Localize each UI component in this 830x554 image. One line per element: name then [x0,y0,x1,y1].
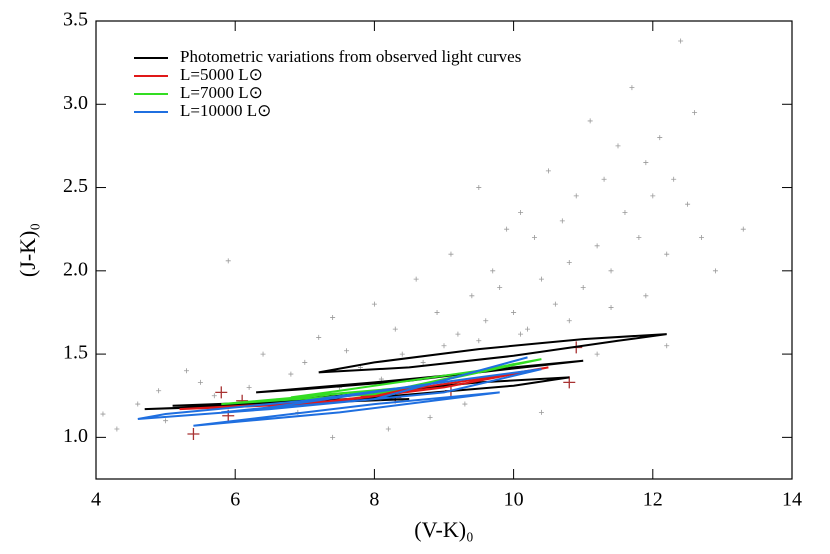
point [225,258,231,264]
point [476,185,482,191]
point [671,176,677,182]
point [288,371,294,377]
x-tick-label: 6 [230,489,240,511]
point [608,268,614,274]
point [608,304,614,310]
point [664,251,670,257]
point [302,359,308,365]
legend-label: Photometric variations from observed lig… [180,47,521,66]
y-axis-label: (J-K)₀ [15,223,40,277]
point [427,414,433,420]
point [580,284,586,290]
loop-line [137,356,542,427]
point [260,351,266,357]
point [518,331,524,337]
point [211,393,217,399]
point [657,135,663,141]
point [566,259,572,265]
plot-frame [95,20,793,480]
point [685,201,691,207]
point [531,235,537,241]
point [448,251,454,257]
point [100,411,106,417]
point [490,268,496,274]
point [215,386,228,399]
point [183,368,189,374]
point [476,338,482,344]
point [538,409,544,415]
point [392,326,398,332]
point [371,301,377,307]
point [385,426,391,432]
point [692,110,698,116]
y-tick-label: 3.5 [63,9,88,31]
point [399,351,405,357]
y-tick-label: 2.5 [63,175,88,197]
point [462,401,468,407]
point [629,85,635,91]
point [518,210,524,216]
point [420,359,426,365]
x-tick-label: 12 [643,489,663,511]
point [187,428,200,441]
point [441,343,447,349]
legend-label: L=7000 L⊙ [180,83,263,102]
y-tick-label: 3.0 [63,92,88,114]
point [545,168,551,174]
point [740,226,746,232]
point [156,388,162,394]
point [566,318,572,324]
point [643,293,649,299]
point [636,235,642,241]
point [552,301,558,307]
x-tick-label: 8 [369,489,379,511]
point [538,276,544,282]
point [678,38,684,44]
point [615,143,621,149]
point [114,426,120,432]
point [344,348,350,354]
point [525,326,531,332]
point [469,293,475,299]
point [650,193,656,199]
point [601,176,607,182]
point [330,434,336,440]
point [330,314,336,320]
x-tick-label: 14 [782,489,802,511]
legend: Photometric variations from observed lig… [134,47,521,120]
x-tick-label: 10 [504,489,524,511]
point [497,284,503,290]
point [573,193,579,199]
point [712,268,718,274]
x-tick-label: 4 [91,489,101,511]
point [594,351,600,357]
point [594,243,600,249]
point [316,334,322,340]
legend-label: L=10000 L⊙ [180,101,271,120]
point [622,210,628,216]
point [587,118,593,124]
point [246,384,252,390]
point [163,418,169,424]
point [643,160,649,166]
x-axis-label: (V-K)₀ [414,517,473,542]
loop-line [144,333,667,411]
point [511,309,517,315]
point [483,318,489,324]
point [413,276,419,282]
y-tick-label: 1.5 [63,342,88,364]
y-tick-label: 1.0 [63,425,88,447]
point [664,343,670,349]
legend-label: L=5000 L⊙ [180,65,263,84]
point [434,309,440,315]
point [197,379,203,385]
point [135,401,141,407]
point [699,235,705,241]
y-tick-label: 2.0 [63,258,88,280]
point [504,226,510,232]
point [559,218,565,224]
point [455,331,461,337]
